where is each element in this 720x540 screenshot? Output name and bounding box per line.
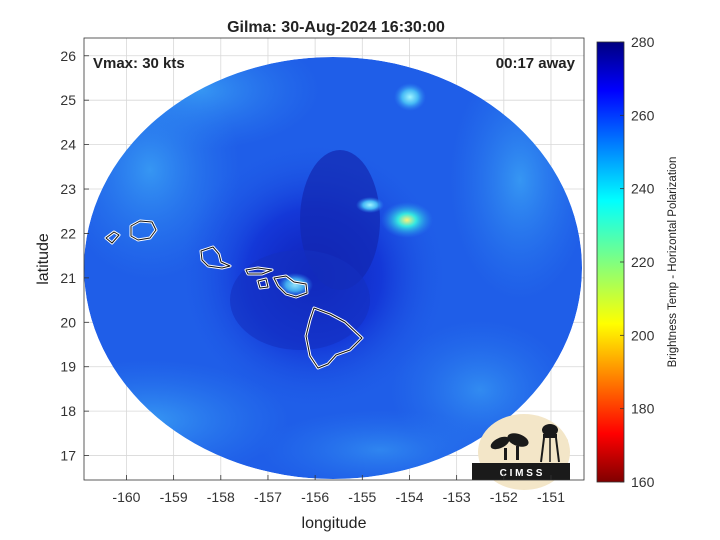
away-label: 00:17 away [496, 55, 576, 72]
x-tick-label: -154 [395, 489, 423, 505]
colorbar-tick-label: 280 [631, 34, 655, 50]
x-tick-label: -151 [537, 489, 565, 505]
x-tick-label: -157 [254, 489, 282, 505]
y-tick-label: 26 [60, 48, 76, 64]
axes-frame [83, 37, 585, 481]
x-tick-label: -160 [112, 489, 140, 505]
colorbar-tick-label: 220 [631, 254, 655, 270]
colorbar [596, 41, 625, 483]
y-tick-label: 17 [60, 448, 76, 464]
vmax-label: Vmax: 30 kts [93, 55, 185, 72]
colorbar-tick-label: 160 [631, 474, 655, 490]
x-tick-label: -159 [160, 489, 188, 505]
colorbar-tick-label: 180 [631, 401, 655, 417]
y-axis-label: latitude [35, 233, 52, 285]
island-coastlines [104, 219, 364, 370]
y-tick-label: 20 [60, 314, 76, 330]
x-tick-label: -156 [301, 489, 329, 505]
x-tick-label: -152 [490, 489, 518, 505]
y-tick-label: 25 [60, 92, 76, 108]
colorbar-label: Brightness Temp - Horizontal Polarizatio… [667, 157, 679, 368]
satellite-swath [84, 57, 582, 479]
colorbar-tick-label: 260 [631, 107, 655, 123]
colorbar-tick-label: 200 [631, 327, 655, 343]
colorbar-tick-label: 240 [631, 181, 655, 197]
y-tick-label: 22 [60, 225, 76, 241]
x-axis-label: longitude [302, 515, 367, 532]
logo-text: C I M S S [500, 468, 543, 479]
y-tick-label: 21 [60, 270, 76, 286]
cimss-logo: C I M S S [472, 414, 570, 490]
y-tick-label: 18 [60, 403, 76, 419]
chart-title: Gilma: 30-Aug-2024 16:30:00 [227, 19, 445, 36]
x-tick-label: -158 [207, 489, 235, 505]
y-tick-label: 23 [60, 181, 76, 197]
x-tick-label: -155 [348, 489, 376, 505]
y-tick-label: 19 [60, 359, 76, 375]
axis-ticks: -160 -159 -158 -157 -156 -155 -154 -153 -152 -151… [60, 48, 565, 505]
x-tick-label: -153 [443, 489, 471, 505]
colorbar-ticks: 160 180 200 220 240 260 280 [620, 34, 655, 490]
y-tick-label: 24 [60, 137, 76, 153]
